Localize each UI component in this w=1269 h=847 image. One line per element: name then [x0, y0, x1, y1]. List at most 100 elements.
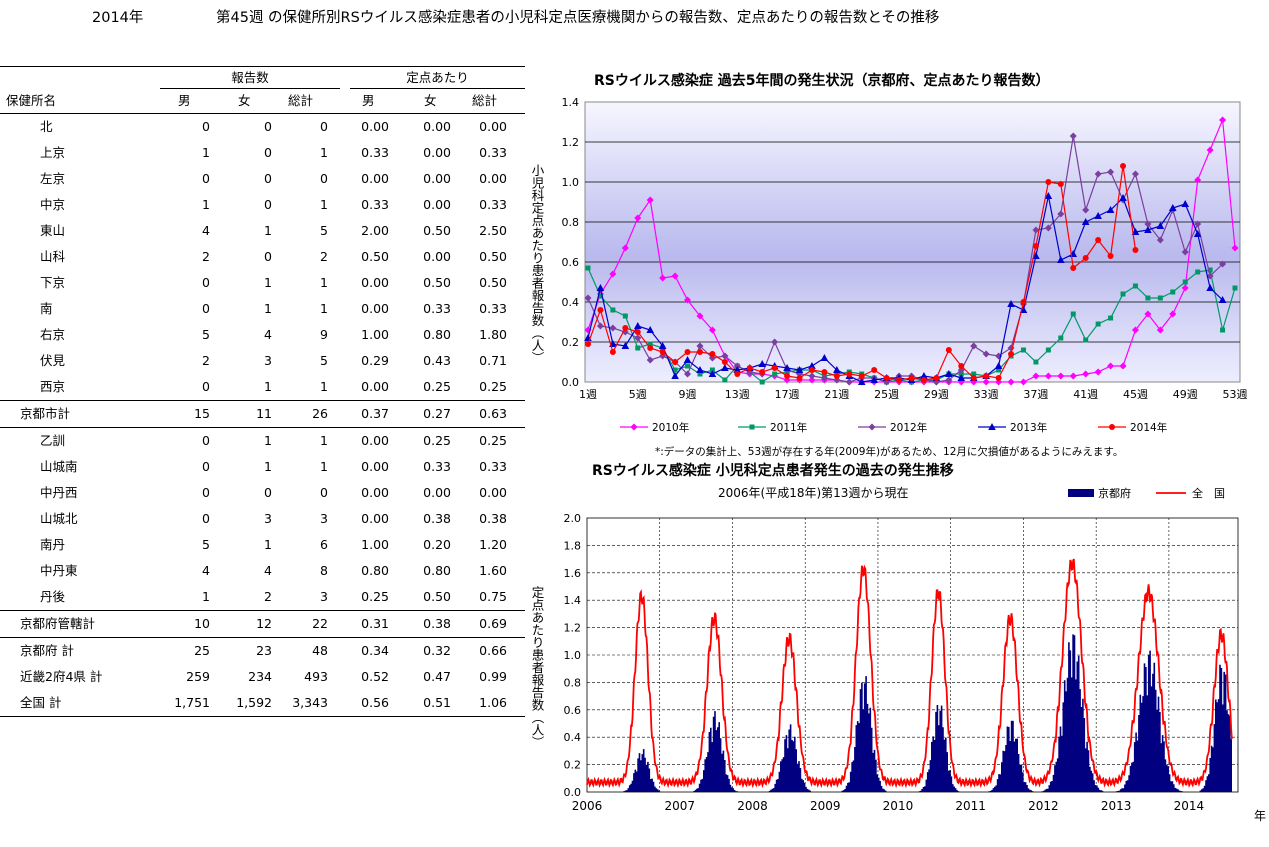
cell-m: 2: [202, 249, 210, 264]
data-point: [1219, 116, 1227, 124]
cell-f: 0: [264, 145, 272, 160]
row-name: 山科: [40, 249, 66, 264]
data-point: [970, 375, 977, 381]
cell-m: 1,751: [174, 695, 210, 710]
row-name: 西京: [40, 379, 66, 394]
cell-t: 5: [320, 223, 328, 238]
data-point: [1095, 237, 1102, 243]
data-point: [1032, 243, 1039, 249]
data-point: [597, 307, 604, 313]
data-point: [634, 214, 642, 222]
cell-f: 1: [264, 459, 272, 474]
data-point: [1120, 163, 1127, 169]
row-name: 山城南: [40, 459, 78, 474]
legend: 京都府 全 国: [1068, 486, 1225, 500]
x-tick-label: 2009: [810, 799, 841, 813]
data-point: [697, 371, 703, 377]
cell-pf: 0.43: [423, 353, 451, 368]
data-point: [1181, 248, 1189, 256]
data-point: [920, 377, 927, 383]
table-row: 上京 1 0 1 0.33 0.00 0.33: [0, 140, 525, 166]
row-name: 左京: [40, 171, 66, 186]
cell-m: 259: [186, 669, 210, 684]
cell-f: 4: [264, 327, 272, 342]
cell-pm: 0.80: [361, 563, 389, 578]
data-point: [647, 345, 654, 351]
y-tick-label: 2.0: [564, 512, 582, 525]
col-per-female: 女: [424, 93, 437, 108]
data-point: [684, 296, 692, 304]
cell-pf: 0.32: [423, 643, 451, 658]
row-name: 中京: [40, 197, 66, 212]
cell-pf: 0.50: [423, 589, 451, 604]
cell-t: 3: [320, 589, 328, 604]
data-point: [808, 376, 816, 384]
row-name: 上京: [40, 145, 66, 160]
chart2-subtitle: 2006年(平成18年)第13週から現在: [718, 486, 909, 500]
data-point: [634, 334, 642, 342]
report-year: 2014年: [92, 10, 144, 26]
report-table: 報告数 定点あたり 保健所名 男 女 総計 男 女 総計 北 0 0 0 0.00 0.0…: [0, 66, 525, 717]
cell-pf: 0.00: [423, 171, 451, 186]
col-female: 女: [238, 93, 251, 108]
x-tick-label: 41週: [1073, 388, 1098, 401]
cell-t: 9: [320, 327, 328, 342]
data-point: [995, 375, 1002, 381]
cell-f: 1: [264, 537, 272, 552]
data-point: [734, 371, 741, 377]
data-point: [933, 375, 940, 381]
data-point: [982, 350, 990, 358]
x-tick-label: 2006: [572, 799, 603, 813]
col-per-male: 男: [362, 93, 375, 108]
cell-pf: 0.33: [423, 301, 451, 316]
cell-f: 1: [264, 379, 272, 394]
x-tick-label: 9週: [679, 388, 697, 401]
cell-t: 1: [320, 301, 328, 316]
cell-t: 3: [320, 511, 328, 526]
data-point: [995, 352, 1003, 360]
data-point: [1206, 284, 1214, 291]
data-point: [646, 326, 655, 333]
cell-pm: 0.00: [361, 433, 389, 448]
header-per-sentinel: 定点あたり: [406, 70, 469, 85]
cell-pm: 0.56: [361, 695, 389, 710]
cell-t: 1: [320, 433, 328, 448]
y-axis-label: 小児科定点あたり患者報告数（人）: [530, 164, 545, 364]
y-tick-label: 0.8: [562, 216, 580, 229]
data-point: [596, 322, 604, 330]
cell-pf: 0.00: [423, 197, 451, 212]
cell-t: 3,343: [292, 695, 328, 710]
data-point: [996, 367, 1002, 373]
cell-pf: 0.50: [423, 223, 451, 238]
data-point: [883, 375, 890, 381]
data-point: [1044, 192, 1053, 199]
y-tick-label: 1.2: [564, 622, 582, 635]
cell-pf: 0.33: [423, 459, 451, 474]
x-tick-label: 5週: [629, 388, 647, 401]
data-point: [982, 378, 990, 386]
cell-f: 234: [248, 669, 272, 684]
y-tick-label: 1.4: [564, 594, 582, 607]
x-tick-label: 33週: [974, 388, 999, 401]
legend-label: 2014年: [1130, 421, 1167, 434]
cell-pf: 0.00: [423, 485, 451, 500]
data-point: [684, 370, 692, 378]
row-name: 京都府 計: [20, 643, 74, 658]
data-point: [1081, 218, 1090, 225]
data-point: [1032, 226, 1040, 234]
cell-pm: 0.00: [361, 275, 389, 290]
data-point: [1045, 347, 1051, 353]
row-name: 乙訓: [40, 433, 66, 448]
cell-m: 0: [202, 119, 210, 134]
data-point: [721, 364, 729, 371]
cell-t: 22: [312, 616, 328, 631]
cell-pf: 0.50: [423, 275, 451, 290]
data-point: [622, 313, 628, 319]
data-point: [820, 374, 828, 382]
x-tick-label: 2011: [955, 799, 986, 813]
cell-pt: 0.66: [479, 643, 507, 658]
cell-f: 0: [264, 197, 272, 212]
data-point: [1144, 310, 1152, 318]
y-tick-label: 0.4: [564, 731, 582, 744]
row-name: 右京: [40, 327, 66, 342]
